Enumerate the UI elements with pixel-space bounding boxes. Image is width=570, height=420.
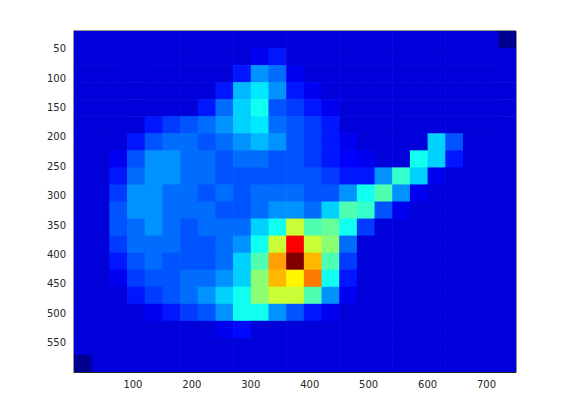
svg-text:600: 600 — [418, 379, 437, 390]
svg-text:200: 200 — [182, 379, 201, 390]
svg-text:100: 100 — [47, 73, 66, 84]
svg-text:50: 50 — [53, 43, 66, 54]
svg-text:450: 450 — [47, 278, 66, 289]
svg-text:500: 500 — [47, 308, 66, 319]
svg-text:200: 200 — [47, 131, 66, 142]
svg-text:350: 350 — [47, 220, 66, 231]
svg-text:150: 150 — [47, 102, 66, 113]
svg-text:500: 500 — [359, 379, 378, 390]
svg-text:300: 300 — [47, 190, 66, 201]
svg-text:700: 700 — [477, 379, 496, 390]
svg-text:550: 550 — [47, 337, 66, 348]
svg-text:400: 400 — [300, 379, 319, 390]
svg-text:250: 250 — [47, 161, 66, 172]
svg-text:300: 300 — [241, 379, 260, 390]
svg-text:400: 400 — [47, 249, 66, 260]
svg-text:100: 100 — [123, 379, 142, 390]
